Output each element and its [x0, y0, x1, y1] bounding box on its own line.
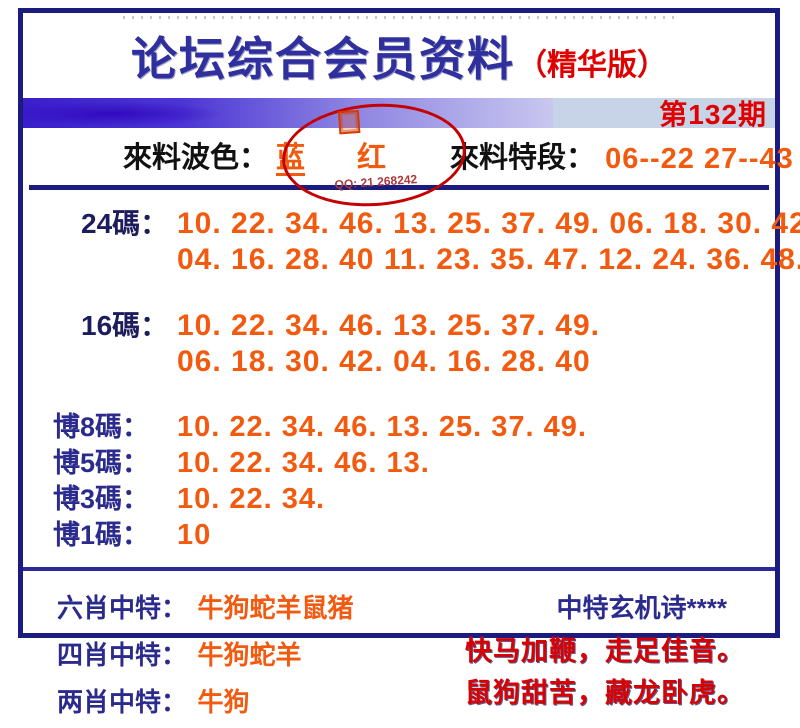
header: 论坛综合会员资料（精华版）: [23, 23, 775, 89]
poem-title: 中特玄机诗****: [556, 593, 727, 623]
bo-section: 博8碼： 10. 22. 34. 46. 13. 25. 37. 49. 博5碼…: [53, 410, 775, 553]
code-values-16: 10. 22. 34. 46. 13. 25. 37. 49. 06. 18. …: [177, 308, 600, 380]
bottom-section: 六肖中特： 牛狗蛇羊鼠猪 四肖中特： 牛狗蛇羊 两肖中特： 牛狗 中特玄机诗**…: [23, 587, 775, 728]
gradient-banner: [23, 98, 553, 128]
code-label-24: 24碼：: [81, 208, 169, 239]
code-values-24-line1: 10. 22. 34. 46. 13. 25. 37. 49. 06. 18. …: [177, 207, 800, 240]
zodiac-row-four: 四肖中特： 牛狗蛇羊: [57, 634, 429, 681]
bo-value-3: 10. 22. 34.: [177, 483, 326, 515]
wave-color-red: 红: [357, 142, 387, 174]
bo-label-1: 博1碼：: [53, 520, 150, 550]
poem-line-2: 鼠狗甜苦，藏龙卧虎。: [465, 678, 745, 708]
bo-row-1: 博1碼： 10: [53, 518, 775, 553]
bo-row-5: 博5碼： 10. 22. 34. 46. 13.: [53, 446, 775, 481]
bo-label-3: 博3碼：: [53, 484, 150, 514]
code-section: 24碼： 10. 22. 34. 46. 13. 25. 37. 49. 06.…: [81, 206, 800, 380]
banner-row: 第132期: [23, 98, 775, 130]
zodiac-column: 六肖中特： 牛狗蛇羊鼠猪 四肖中特： 牛狗蛇羊 两肖中特： 牛狗: [23, 587, 429, 728]
code-values-16-line1: 10. 22. 34. 46. 13. 25. 37. 49.: [177, 309, 600, 342]
zodiac-row-two: 两肖中特： 牛狗: [57, 681, 429, 728]
page-border-frame: 论坛综合会员资料（精华版） 第132期 來料波色： 蓝 红 來料特段： 06--…: [18, 8, 800, 717]
bo-value-5: 10. 22. 34. 46. 13.: [177, 447, 430, 479]
code-values-24: 10. 22. 34. 46. 13. 25. 37. 49. 06. 18. …: [177, 206, 800, 278]
code-values-24-line2: 04. 16. 28. 40 11. 23. 35. 47. 12. 24. 3…: [177, 243, 800, 276]
wave-color-label: 來料波色：: [123, 142, 269, 174]
code-values-16-line2: 06. 18. 30. 42. 04. 16. 28. 40: [177, 345, 591, 378]
divider-top: [29, 185, 769, 190]
bo-label-8: 博8碼：: [53, 412, 150, 442]
divider-bottom: [23, 567, 775, 571]
zodiac-value-four: 牛狗蛇羊: [197, 640, 302, 670]
issue-box: 第132期: [553, 98, 775, 130]
special-segment-value: 06--22 27--43: [605, 143, 794, 175]
zodiac-value-two: 牛狗: [197, 687, 250, 717]
poem-line-1: 快马加鞭，走足佳音。: [465, 636, 745, 666]
top-noise-strip: [123, 16, 675, 19]
zodiac-value-six: 牛狗蛇羊鼠猪: [197, 593, 354, 623]
bo-value-8: 10. 22. 34. 46. 13. 25. 37. 49.: [177, 411, 587, 443]
wave-color-blue: 蓝: [276, 142, 306, 176]
page-title: 论坛综合会员资料: [131, 33, 515, 85]
bo-row-3: 博3碼： 10. 22. 34.: [53, 482, 775, 517]
special-segment-label: 來料特段：: [450, 142, 596, 174]
zodiac-row-six: 六肖中特： 牛狗蛇羊鼠猪: [57, 587, 429, 634]
edition-label: （精华版）: [517, 49, 667, 82]
source-info-row: 來料波色： 蓝 红 來料特段： 06--22 27--43: [123, 134, 793, 176]
code-row-24: 24碼： 10. 22. 34. 46. 13. 25. 37. 49. 06.…: [81, 206, 800, 278]
poem-column: 中特玄机诗**** 快马加鞭，走足佳音。 鼠狗甜苦，藏龙卧虎。: [429, 587, 775, 728]
zodiac-label-six: 六肖中特：: [57, 593, 188, 623]
issue-number: 第132期: [659, 99, 767, 130]
bo-label-5: 博5碼：: [53, 448, 150, 478]
bo-value-1: 10: [177, 519, 212, 551]
zodiac-label-four: 四肖中特：: [57, 640, 188, 670]
code-label-16: 16碼：: [81, 310, 169, 341]
bo-row-8: 博8碼： 10. 22. 34. 46. 13. 25. 37. 49.: [53, 410, 775, 445]
code-row-16: 16碼： 10. 22. 34. 46. 13. 25. 37. 49. 06.…: [81, 308, 775, 380]
zodiac-label-two: 两肖中特：: [57, 687, 188, 717]
